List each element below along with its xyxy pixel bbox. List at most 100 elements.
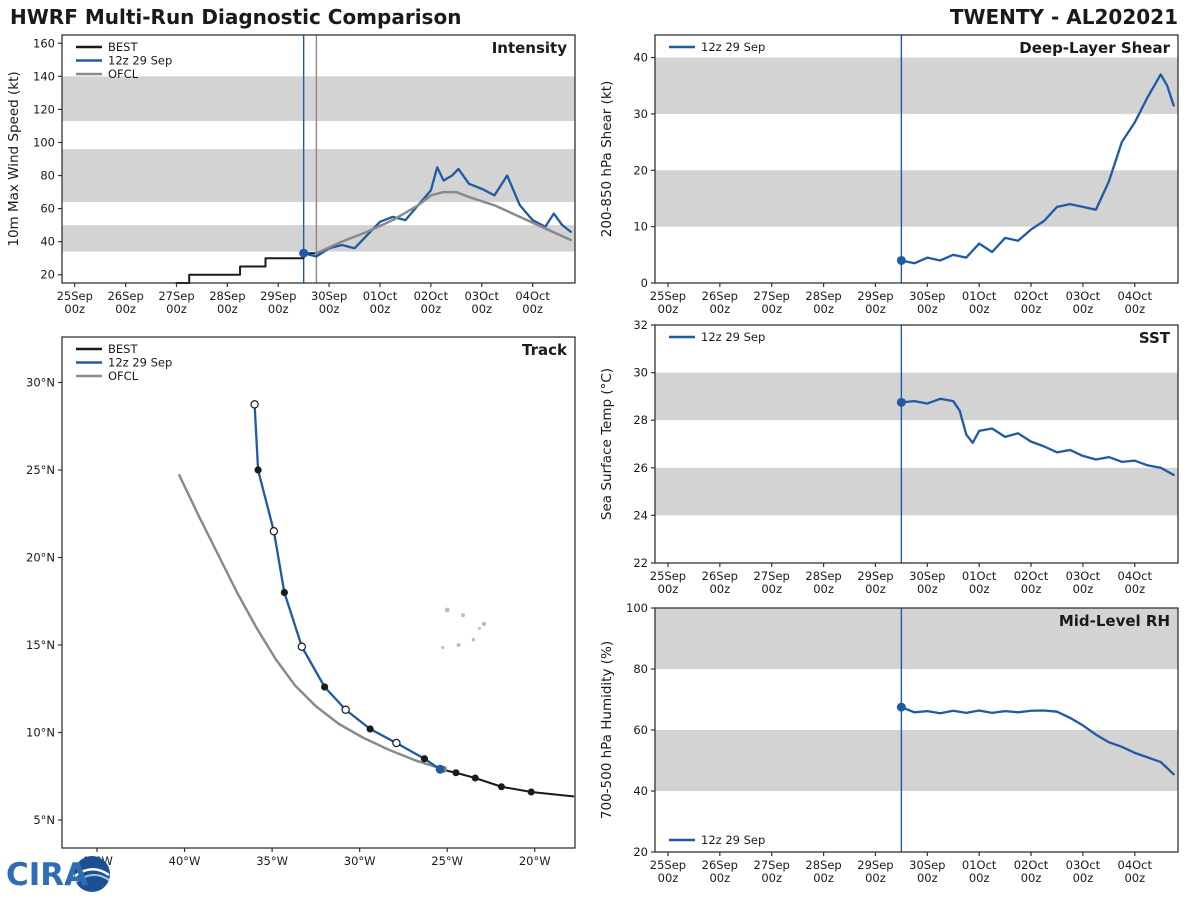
sst-ytick-label: 24 [633,508,648,522]
rh-xtick-label: 29Sep [857,858,893,872]
shear-xtick-label: 00z [1021,302,1042,316]
rh-xtick-label: 00z [658,871,679,885]
island-landmass [481,621,487,627]
sst-legend-label: 12z 29 Sep [701,330,765,344]
track-best-marker [452,769,460,777]
intensity-xtick-label: 00z [522,302,543,316]
intensity-xtick-label: 28Sep [209,289,245,303]
intensity-category-band [62,76,575,121]
rh-ytick-label: 80 [633,662,648,676]
track-ytick-label: 5°N [33,813,55,827]
intensity-panel: 25Sep00z26Sep00z27Sep00z28Sep00z29Sep00z… [6,34,576,316]
intensity-ytick-label: 40 [40,235,55,249]
logo-text: CIRA [6,857,88,893]
sst-xtick-label: 02Oct [1014,569,1049,583]
intensity-xtick-label: 25Sep [57,289,93,303]
intensity-xtick-label: 29Sep [260,289,296,303]
track-series-12z-29-sep [253,403,442,771]
rh-ytick-label: 20 [633,845,648,859]
intensity-xtick-label: 00z [166,302,187,316]
rh-ylabel: 700-500 hPa Humidity (%) [599,641,615,819]
island-landmass [456,643,461,647]
rh-panel: 25Sep00z26Sep00z27Sep00z28Sep00z29Sep00z… [599,601,1179,885]
intensity-xtick-label: 02Oct [414,289,449,303]
track-init-marker [435,764,445,774]
sst-init-marker [896,397,906,407]
shear-xtick-label: 01Oct [962,289,997,303]
shear-ytick-label: 0 [641,276,648,290]
track-ytick-label: 25°N [26,463,55,477]
rh-xtick-label: 00z [813,871,834,885]
shear-xtick-label: 04Oct [1118,289,1153,303]
rh-xtick-label: 30Sep [909,858,945,872]
sst-xtick-label: 00z [1124,582,1145,596]
shear-xtick-label: 25Sep [650,289,686,303]
intensity-xtick-label: 01Oct [363,289,398,303]
storm-id: TWENTY - AL202021 [949,5,1178,29]
track-filled-marker [280,588,288,597]
track-series-best [439,768,575,798]
track-open-marker [392,738,401,748]
track-xtick-label: 25°W [431,854,463,868]
track-open-marker [250,400,259,409]
sst-ytick-label: 28 [633,413,648,427]
shear-xtick-label: 28Sep [805,289,841,303]
shear-legend-label: 12z 29 Sep [701,40,765,54]
track-legend-label: BEST [108,342,138,356]
intensity-ytick-label: 140 [33,69,55,83]
shear-xtick-label: 02Oct [1014,289,1049,303]
shear-xtick-label: 30Sep [909,289,945,303]
intensity-ytick-label: 160 [33,36,55,50]
shear-frame [654,34,1179,284]
shear-ytick-label: 10 [633,220,648,234]
track-xtick-label: 40°W [169,854,201,868]
sst-xtick-label: 04Oct [1118,569,1153,583]
rh-xtick-label: 00z [1124,871,1145,885]
rh-category-band [655,730,1178,791]
sst-panel: 25Sep00z26Sep00z27Sep00z28Sep00z29Sep00z… [599,318,1179,596]
intensity-ytick-label: 120 [33,102,55,116]
island-landmass [441,646,445,650]
track-filled-marker [321,683,329,691]
shear-xtick-label: 00z [709,302,730,316]
logo-wave-icon [74,868,110,878]
sst-xtick-label: 26Sep [702,569,738,583]
shear-title: Deep-Layer Shear [1019,39,1170,57]
intensity-xtick-label: 00z [421,302,442,316]
shear-panel: 25Sep00z26Sep00z27Sep00z28Sep00z29Sep00z… [599,34,1179,316]
intensity-ylabel: 10m Max Wind Speed (kt) [6,71,22,246]
intensity-category-band [62,149,575,202]
rh-xtick-label: 26Sep [702,858,738,872]
track-filled-marker [420,755,429,763]
rh-xtick-label: 02Oct [1014,858,1049,872]
shear-ytick-label: 20 [633,163,648,177]
sst-xtick-label: 00z [761,582,782,596]
rh-ytick-label: 40 [633,784,648,798]
shear-xtick-label: 00z [969,302,990,316]
intensity-ytick-label: 80 [40,169,55,183]
logo-globe-icon [74,856,110,892]
rh-xtick-label: 28Sep [805,858,841,872]
intensity-ytick-label: 60 [40,202,55,216]
shear-ytick-label: 40 [633,51,648,65]
island-landmass [460,613,465,618]
shear-xtick-label: 00z [1073,302,1094,316]
rh-ytick-label: 60 [633,723,648,737]
intensity-xtick-label: 03Oct [464,289,499,303]
track-xtick-label: 35°W [256,854,288,868]
sst-xtick-label: 00z [709,582,730,596]
shear-category-band [655,57,1178,114]
island-landmass [478,626,482,630]
track-ytick-label: 15°N [26,638,55,652]
sst-category-band [655,467,1178,516]
rh-title: Mid-Level RH [1059,612,1170,630]
track-xtick-label: 30°W [344,854,376,868]
sst-xtick-label: 00z [1073,582,1094,596]
rh-xtick-label: 00z [969,871,990,885]
rh-xtick-label: 00z [865,871,886,885]
track-legend-label: 12z 29 Sep [108,356,172,370]
page-title: HWRF Multi-Run Diagnostic Comparison [10,5,462,29]
intensity-xtick-label: 00z [370,302,391,316]
sst-xtick-label: 27Sep [754,569,790,583]
shear-xtick-label: 00z [761,302,782,316]
